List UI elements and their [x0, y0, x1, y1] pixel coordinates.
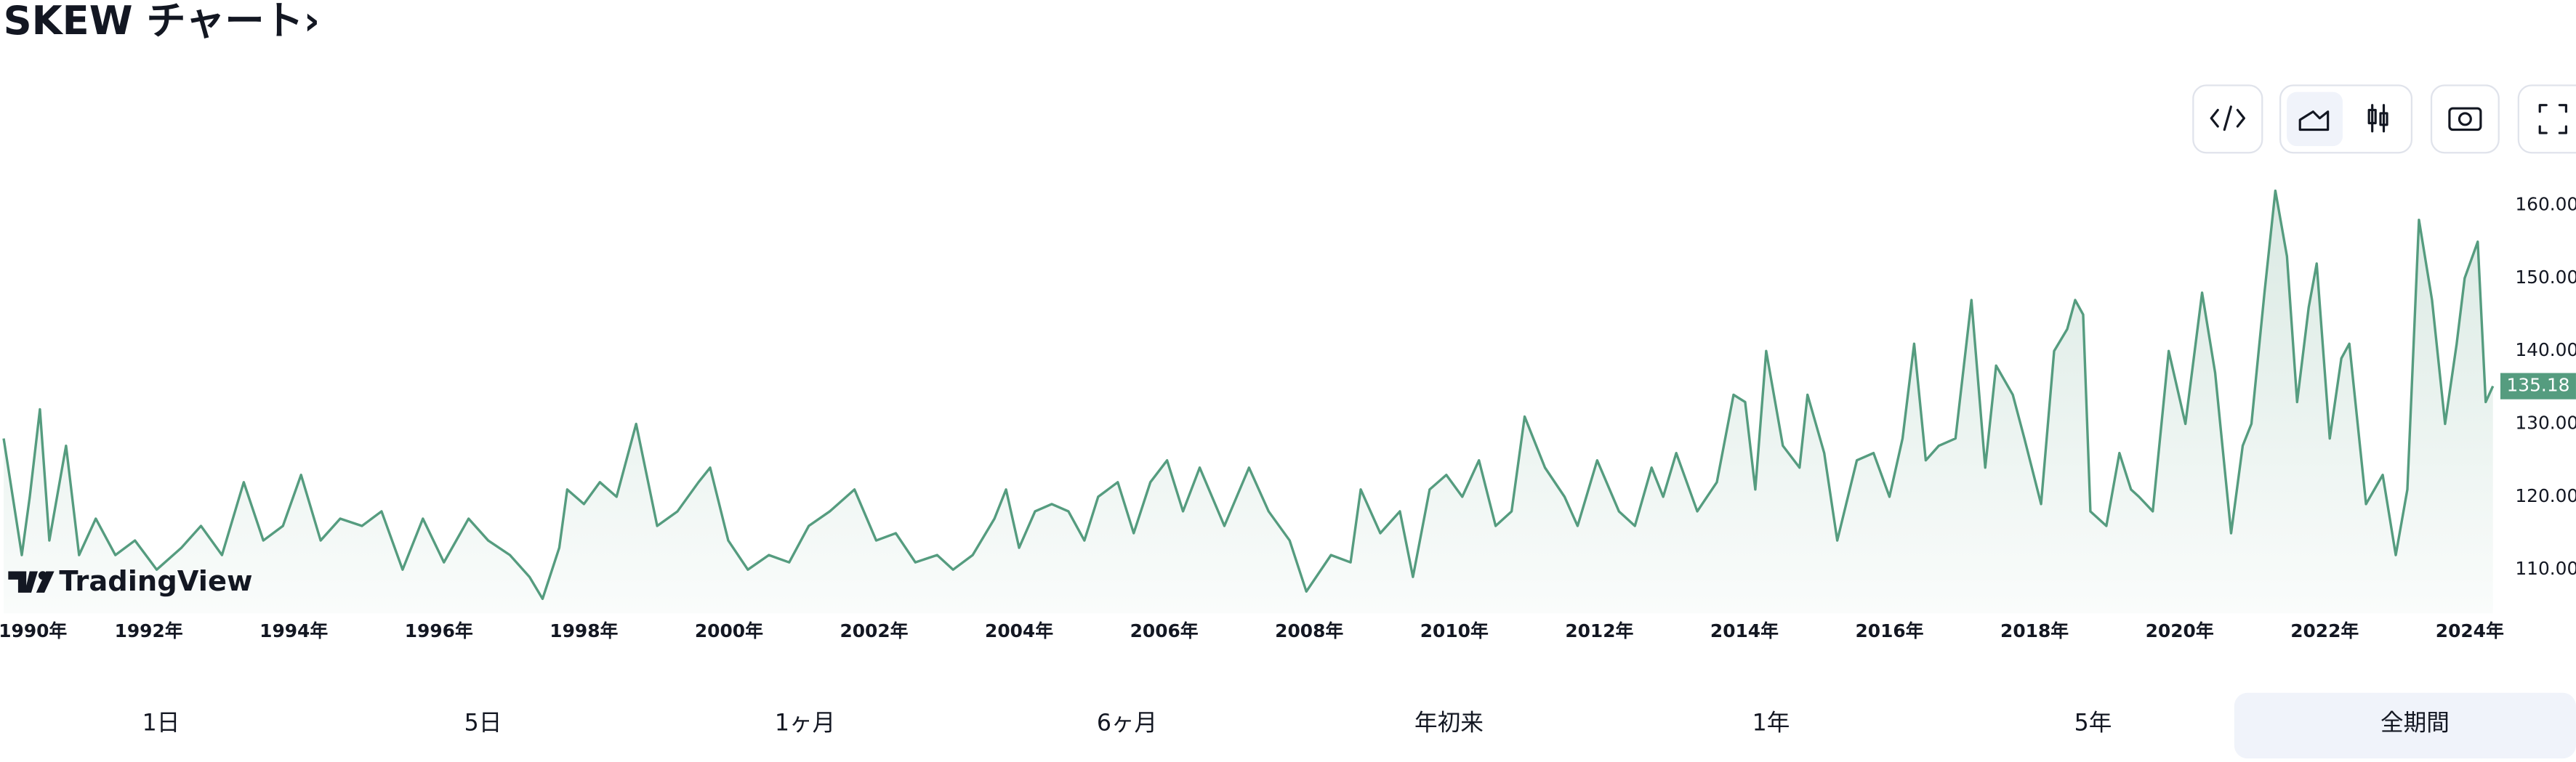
y-tick-label: 140.00 — [2515, 339, 2576, 360]
line — [2, 189, 2495, 601]
x-tick-label: 2000年 — [695, 620, 763, 641]
range-tab[interactable]: 6ヶ月 — [1097, 710, 1157, 737]
chart-type-group — [2279, 84, 2413, 154]
watermark-text: TradingView — [59, 565, 252, 598]
range-tabs: 1日 5日 1ヶ月 6ヶ月 年初来 1年 5年 全期間 — [142, 692, 2576, 759]
x-tick-label: 2016年 — [1855, 620, 1923, 641]
x-tick-label: 2018年 — [2000, 620, 2069, 641]
x-tick-label: 2008年 — [1275, 620, 1343, 641]
range-tab[interactable]: 1日 — [142, 710, 180, 737]
x-tick-label: 2024年 — [2436, 620, 2504, 641]
x-tick-label: 1996年 — [405, 620, 473, 641]
x-tick-label: 1998年 — [550, 620, 618, 641]
range-tab[interactable]: 1ヶ月 — [775, 710, 835, 737]
x-tick-label: 2022年 — [2290, 620, 2359, 641]
fullscreen-button[interactable] — [2517, 84, 2576, 154]
y-tick-label: 130.00 — [2515, 413, 2576, 434]
watermark-logo — [8, 571, 55, 593]
x-tick-label: 2012年 — [1565, 620, 1633, 641]
x-tick-label: 2002年 — [840, 620, 908, 641]
last-value-badge — [2500, 373, 2576, 400]
plot-area: 110.00 120.00 130.00 140.00 150.00 160.00 1990… — [0, 189, 2576, 641]
x-tick-label: 2010年 — [1420, 620, 1489, 641]
candle-chart-button[interactable] — [2367, 104, 2388, 133]
area-fill — [4, 190, 2493, 614]
range-tab[interactable]: 1年 — [1752, 710, 1790, 737]
range-tab[interactable]: 年初来 — [1414, 710, 1484, 737]
embed-button[interactable] — [2192, 84, 2263, 154]
range-tab[interactable]: 全期間 — [2380, 710, 2450, 737]
range-tab[interactable]: 5日 — [464, 710, 502, 737]
y-tick-label: 120.00 — [2515, 485, 2576, 506]
title[interactable]: SKEW チャート› — [4, 0, 321, 44]
x-tick-label: 1994年 — [259, 620, 328, 641]
area-chart-button[interactable] — [2287, 92, 2343, 147]
x-tick-label: 2004年 — [985, 620, 1053, 641]
y-tick-label: 160.00 — [2515, 194, 2576, 215]
x-tick-label: 2006年 — [1130, 620, 1199, 641]
y-tick-label: 110.00 — [2515, 558, 2576, 579]
x-tick-label: 2014年 — [1710, 620, 1779, 641]
range-tab[interactable]: 5年 — [2074, 710, 2112, 737]
x-tick-label: 1990年 — [0, 620, 67, 641]
active-tab-bg[interactable] — [2234, 692, 2576, 759]
x-tick-label: 1992年 — [115, 620, 183, 641]
last-value-label: 135.18 — [2506, 375, 2569, 396]
y-tick-label: 150.00 — [2515, 267, 2576, 288]
x-tick-label: 2020年 — [2146, 620, 2214, 641]
screenshot-button[interactable] — [2430, 84, 2500, 154]
